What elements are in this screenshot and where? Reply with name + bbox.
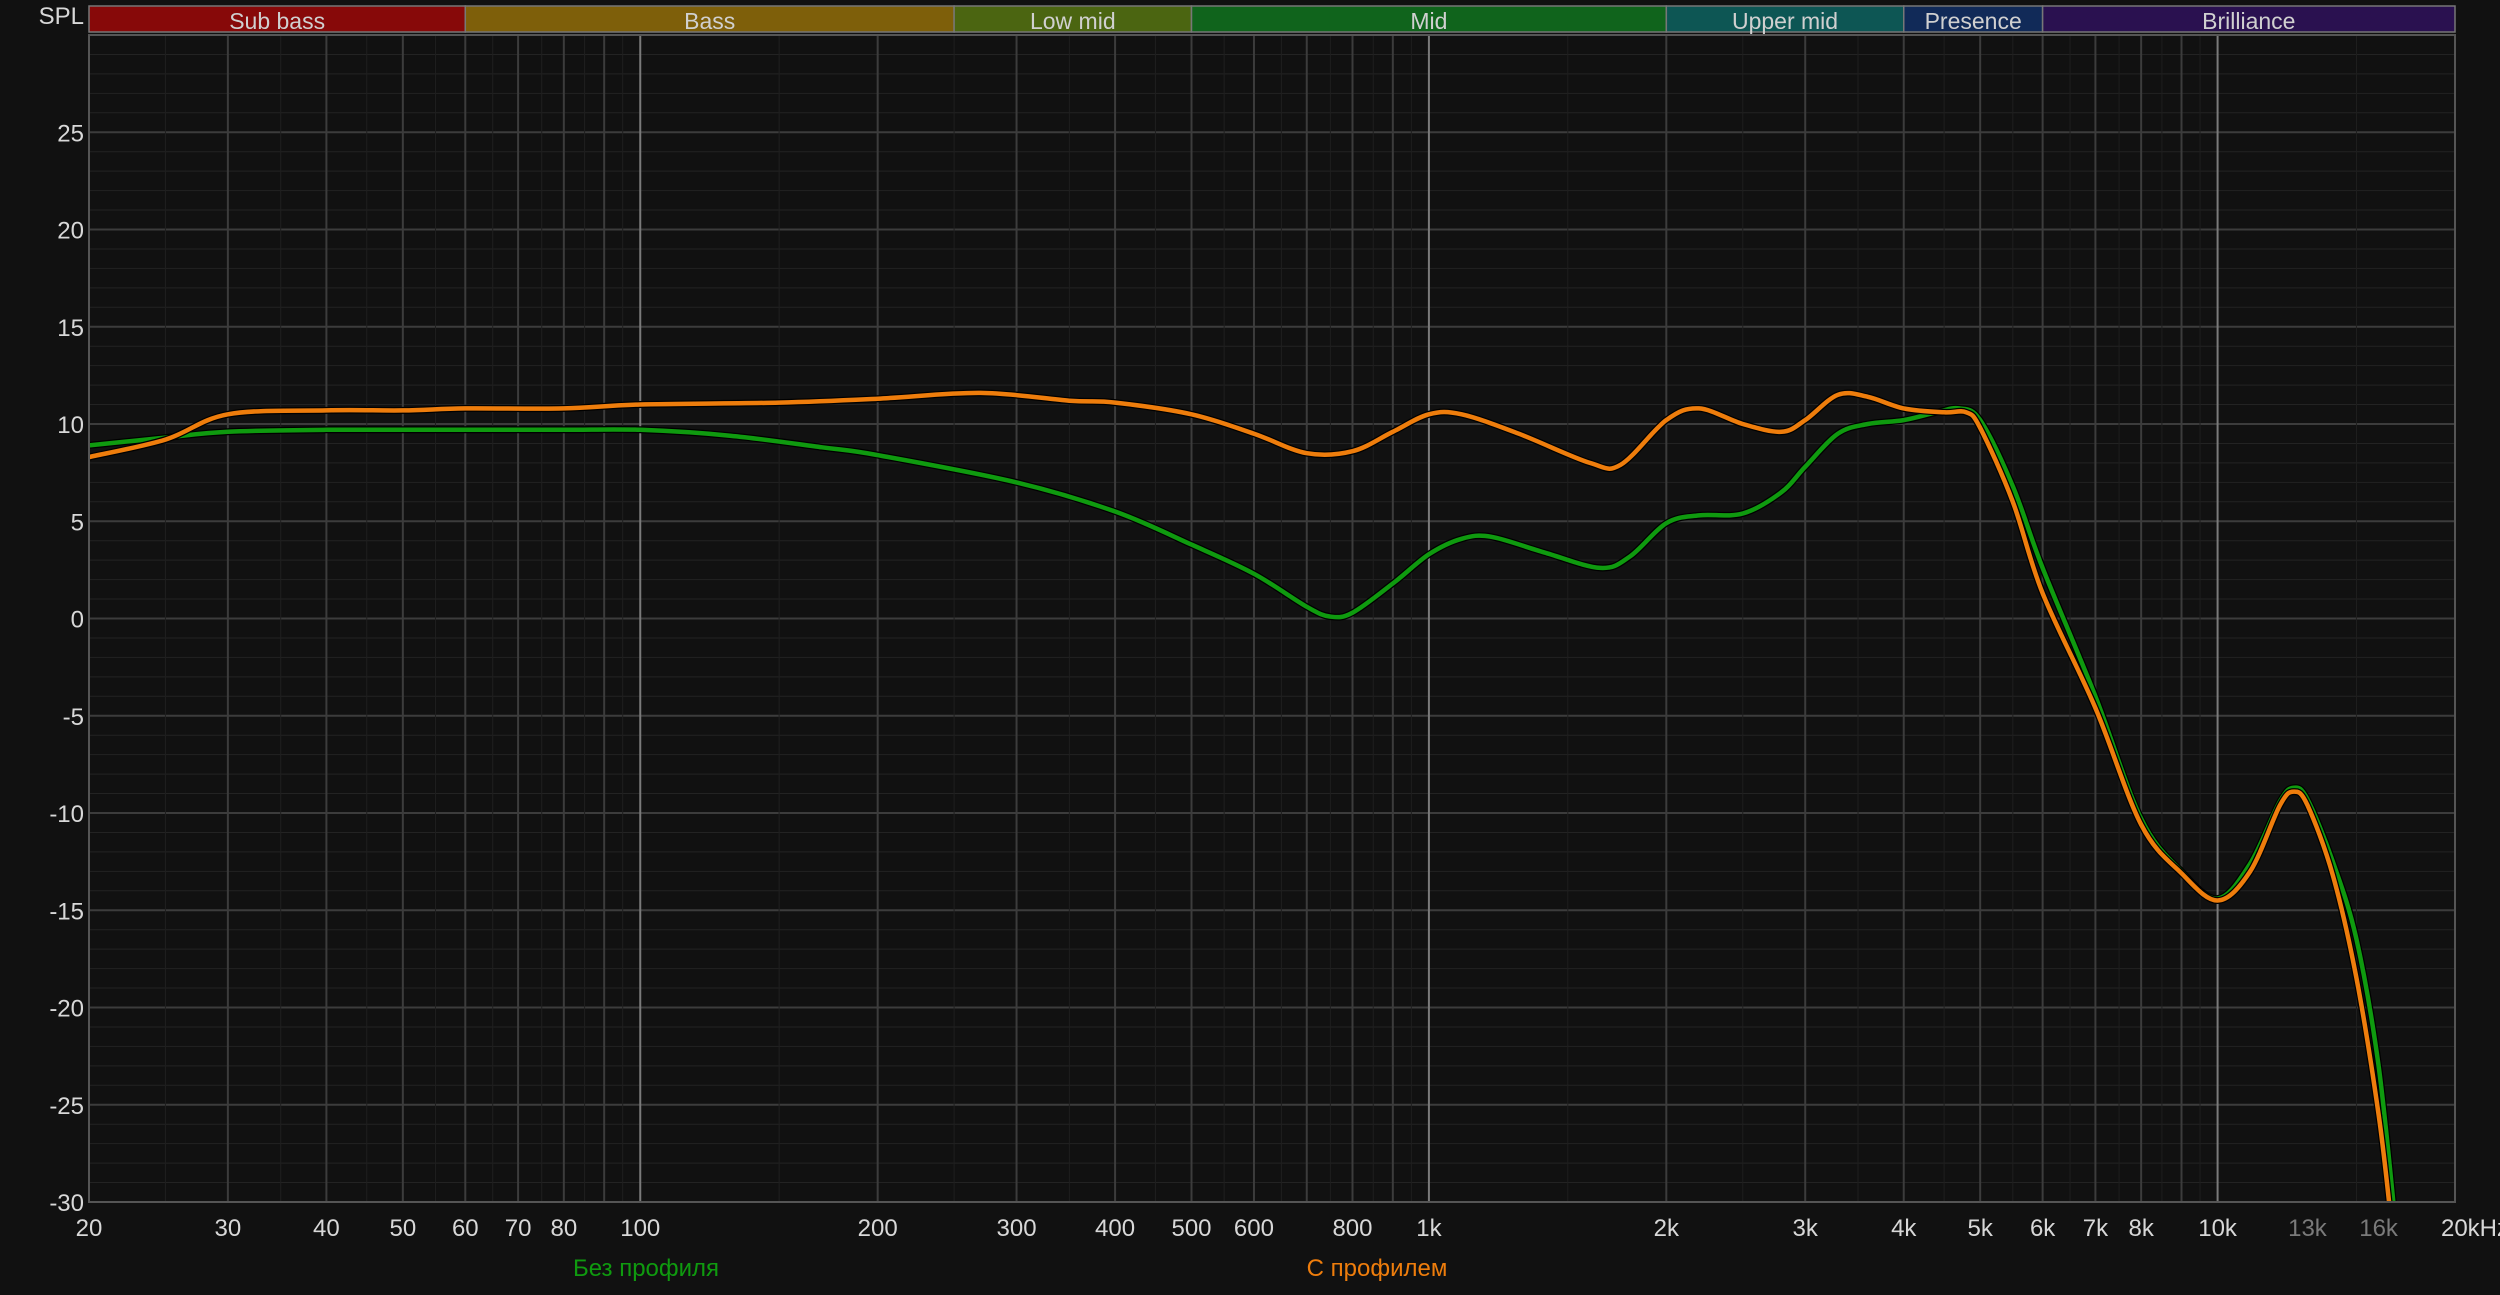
x-tick-label: 60	[452, 1215, 479, 1242]
y-tick-label: -20	[49, 996, 84, 1023]
x-tick-label: 6k	[2030, 1215, 2056, 1242]
x-tick-label: 800	[1332, 1215, 1372, 1242]
band-upper-mid	[1665, 5, 1905, 33]
x-tick-label: 300	[997, 1215, 1037, 1242]
x-tick-label: 20kHz	[2441, 1215, 2500, 1242]
band-label: Brilliance	[2202, 8, 2295, 34]
band-label: Sub bass	[229, 8, 325, 34]
grid	[88, 34, 2456, 1203]
x-tick-label: 8k	[2128, 1215, 2154, 1242]
x-axis-ticks: 20 30 40 50 60 70 80 100 200 300 400 500 600 800 1k 2k 3…	[76, 1215, 2500, 1242]
x-tick-label: 40	[313, 1215, 340, 1242]
band-presence	[1902, 5, 2044, 33]
x-tick-label: 400	[1095, 1215, 1135, 1242]
y-tick-label: 15	[57, 315, 84, 342]
x-tick-label: 5k	[1967, 1215, 1993, 1242]
x-tick-label: 20	[76, 1215, 103, 1242]
y-tick-label: 5	[71, 509, 84, 536]
band-brilliance	[2041, 5, 2456, 33]
x-tick-label: 30	[215, 1215, 242, 1242]
x-tick-label: 50	[389, 1215, 416, 1242]
y-tick-label: -30	[49, 1190, 84, 1217]
band-label: Upper mid	[1732, 8, 1838, 34]
x-tick-label: 70	[505, 1215, 532, 1242]
plot-frame	[88, 34, 2456, 1203]
series-line-without-profile	[89, 405, 2396, 1202]
legend-series-with-profile: С профилем	[1306, 1255, 1448, 1282]
band-label: Low mid	[1030, 8, 1116, 34]
x-tick-label: 3k	[1793, 1215, 1819, 1242]
y-tick-label: 20	[57, 218, 84, 245]
legend-series-without-profile: Без профиля	[572, 1255, 720, 1282]
x-tick-label: 7k	[2083, 1215, 2109, 1242]
x-tick-label: 10k	[2198, 1215, 2238, 1242]
x-tick-label: 100	[620, 1215, 660, 1242]
x-tick-label: 80	[550, 1215, 577, 1242]
frequency-bands: Sub bass Bass Low mid Mid Upper mid Presence B…	[88, 5, 2456, 34]
band-bass	[464, 5, 955, 33]
band-low-mid	[953, 5, 1193, 33]
y-tick-label: -5	[63, 704, 84, 731]
y-axis-ticks: 25 20 15 10 5 0 -5 -10 -15 -20 -25 -30	[49, 120, 84, 1217]
y-tick-label: -15	[49, 898, 84, 925]
y-tick-label: 0	[71, 607, 84, 634]
band-label: Mid	[1410, 8, 1447, 34]
series-lines	[89, 389, 2397, 1202]
band-label: Bass	[684, 8, 735, 34]
y-tick-label: 10	[57, 412, 84, 439]
x-tick-label: 500	[1171, 1215, 1211, 1242]
series-outline-1	[89, 389, 2393, 1202]
series-line-with-profile	[89, 390, 2392, 1202]
y-tick-label: 25	[57, 120, 84, 147]
y-tick-label: -25	[49, 1093, 84, 1120]
x-tick-label: 13k	[2288, 1215, 2328, 1242]
x-tick-label: 2k	[1654, 1215, 1680, 1242]
y-tick-label: -10	[49, 801, 84, 828]
x-tick-label: 600	[1234, 1215, 1274, 1242]
x-tick-label: 4k	[1891, 1215, 1917, 1242]
x-tick-label: 200	[858, 1215, 898, 1242]
band-label: Presence	[1925, 8, 2022, 34]
x-tick-label: 16k	[2359, 1215, 2399, 1242]
series-outline-0	[89, 404, 2397, 1202]
x-tick-label: 1k	[1416, 1215, 1442, 1242]
y-axis-label: SPL	[39, 3, 84, 30]
